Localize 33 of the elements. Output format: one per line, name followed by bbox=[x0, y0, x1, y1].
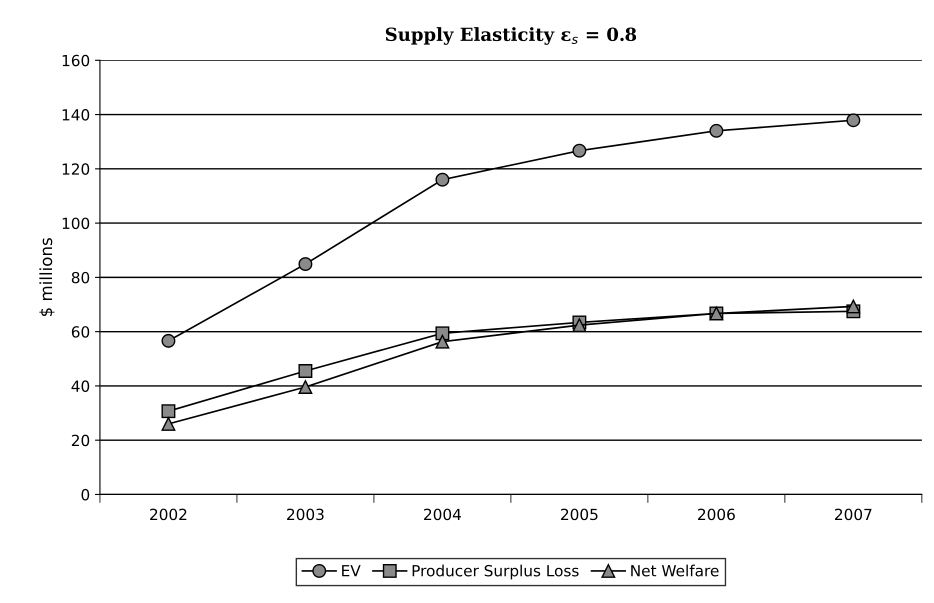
x-tick-label: 2004 bbox=[424, 508, 461, 520]
y-tick-label: 80 bbox=[72, 272, 90, 284]
legend-label: EV bbox=[342, 565, 361, 576]
x-tick-label: 2003 bbox=[287, 508, 324, 520]
point bbox=[161, 334, 176, 348]
x-tick-label: 2002 bbox=[150, 508, 186, 520]
x-tick-label: 2006 bbox=[698, 508, 735, 520]
point bbox=[298, 364, 312, 378]
y-axis-title: $ millions bbox=[39, 238, 54, 316]
point bbox=[161, 404, 176, 418]
y-tick-label: 120 bbox=[62, 163, 90, 175]
y-tick-label: 20 bbox=[72, 434, 90, 446]
legend-label: Producer Surplus Loss bbox=[412, 564, 579, 580]
point bbox=[846, 113, 860, 128]
point bbox=[298, 380, 312, 394]
y-tick-label: 60 bbox=[72, 326, 90, 338]
point bbox=[161, 416, 176, 431]
point bbox=[435, 334, 450, 349]
x-tick-label: 2007 bbox=[835, 508, 872, 520]
point bbox=[709, 124, 724, 138]
y-tick-label: 140 bbox=[62, 109, 90, 121]
point bbox=[572, 318, 586, 332]
y-tick-label: 0 bbox=[82, 488, 90, 500]
point bbox=[572, 144, 586, 158]
point bbox=[298, 257, 312, 272]
legend-label: Net Welfare bbox=[631, 564, 719, 576]
y-tick-label: 160 bbox=[62, 54, 90, 66]
point bbox=[846, 299, 860, 314]
x-tick-label: 2005 bbox=[561, 508, 598, 520]
chart-title: Supply Elasticity ε$_{s}$ = 0.8 bbox=[386, 27, 636, 45]
point bbox=[435, 172, 450, 187]
y-tick-label: 100 bbox=[62, 218, 90, 230]
y-tick-label: 40 bbox=[72, 380, 90, 392]
